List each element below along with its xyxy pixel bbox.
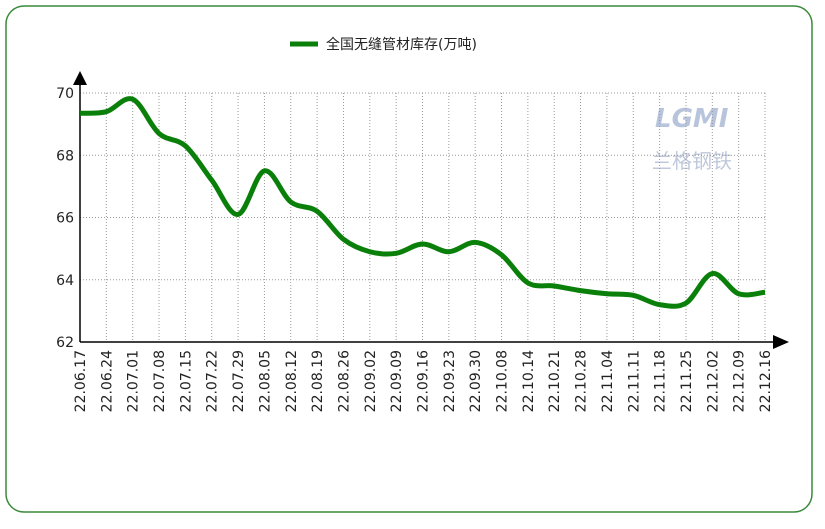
x-tick-label: 22.09.23 bbox=[442, 350, 458, 412]
x-tick-label: 22.12.16 bbox=[758, 350, 774, 412]
x-tick-label: 22.12.02 bbox=[705, 350, 721, 412]
y-tick-label: 62 bbox=[56, 335, 74, 351]
y-tick-label: 64 bbox=[56, 273, 74, 289]
x-tick-label: 22.09.02 bbox=[363, 350, 379, 412]
legend-label: 全国无缝管材库存(万吨) bbox=[326, 36, 477, 53]
x-tick-label: 22.12.09 bbox=[732, 350, 748, 412]
x-tick-label: 22.07.29 bbox=[231, 350, 247, 412]
y-tick-label: 68 bbox=[56, 148, 74, 164]
x-tick-label: 22.08.26 bbox=[336, 350, 352, 412]
x-tick-label: 22.10.21 bbox=[547, 350, 563, 412]
frame bbox=[5, 5, 813, 513]
x-tick-label: 22.08.19 bbox=[310, 350, 326, 412]
x-tick-label: 22.07.01 bbox=[126, 350, 142, 412]
x-tick-label: 22.11.04 bbox=[600, 350, 616, 412]
x-tick-label: 22.10.28 bbox=[574, 350, 590, 412]
x-tick-label: 22.06.24 bbox=[99, 350, 115, 412]
x-tick-label: 22.10.08 bbox=[495, 350, 511, 412]
x-tick-label: 22.08.05 bbox=[257, 350, 273, 412]
watermark-text: 兰格钢铁 bbox=[652, 149, 732, 173]
x-tick-label: 22.09.09 bbox=[389, 350, 405, 412]
y-tick-label: 66 bbox=[56, 211, 74, 227]
x-tick-label: 22.10.14 bbox=[521, 350, 537, 412]
x-tick-label: 22.07.22 bbox=[205, 350, 221, 412]
series-line bbox=[79, 96, 766, 309]
x-tick-label: 22.11.18 bbox=[653, 350, 669, 412]
x-tick-label: 22.09.16 bbox=[416, 350, 432, 412]
x-tick-label: 22.06.17 bbox=[73, 350, 89, 412]
y-tick-label: 70 bbox=[56, 86, 74, 102]
x-tick-label: 22.08.12 bbox=[284, 350, 300, 412]
watermark-logo: LGMI bbox=[655, 104, 729, 134]
y-axis-arrow bbox=[73, 71, 87, 85]
x-axis-arrow bbox=[773, 335, 789, 349]
x-tick-label: 22.07.08 bbox=[152, 350, 168, 412]
x-tick-label: 22.11.11 bbox=[626, 350, 642, 412]
x-tick-label: 22.09.30 bbox=[468, 350, 484, 412]
x-tick-label: 22.07.15 bbox=[178, 350, 194, 412]
x-tick-label: 22.11.25 bbox=[679, 350, 695, 412]
